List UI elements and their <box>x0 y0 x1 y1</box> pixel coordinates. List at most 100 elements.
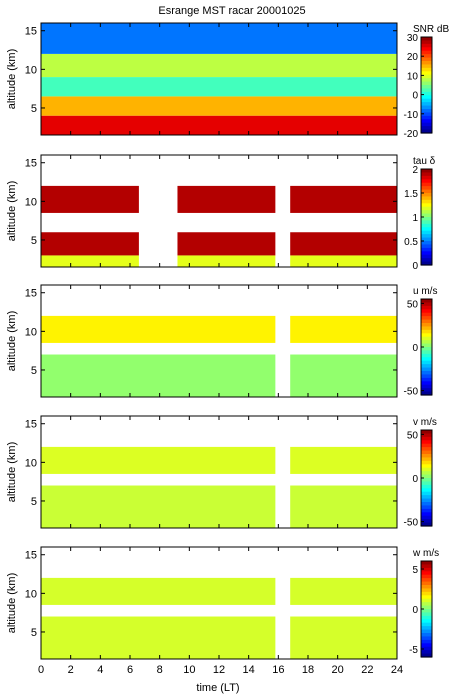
x-tick-label-0: 0 <box>38 664 44 676</box>
y-tick-label-v-5: 5 <box>31 496 37 508</box>
colorbar-step-v-4 <box>421 443 432 448</box>
layer-tau-0 <box>41 255 397 267</box>
colorbar-step-v-27 <box>421 522 432 527</box>
x-tick-label-14: 14 <box>243 664 255 676</box>
chart-title: Esrange MST racar 20001025 <box>158 5 305 17</box>
colorbar-tick-label-SNR--20: -20 <box>404 129 419 140</box>
colorbar-step-u-26 <box>421 388 432 393</box>
y-tick-label-u-10: 10 <box>25 326 37 338</box>
colorbar-step-v-22 <box>421 505 432 510</box>
y-tick-label-SNR-15: 15 <box>25 26 37 38</box>
x-axis-label: time (LT) <box>196 682 239 694</box>
colorbar-step-w-18 <box>421 622 432 627</box>
colorbar-tick-label-tau-0.5: 0.5 <box>404 237 418 248</box>
colorbar-step-v-20 <box>421 498 432 503</box>
colorbar-step-tau-0 <box>421 169 432 174</box>
colorbar-tick-label-u-0: 0 <box>412 343 418 354</box>
colorbar-step-u-0 <box>421 299 432 304</box>
y-tick-label-tau-10: 10 <box>25 196 37 208</box>
colorbar-step-w-14 <box>421 609 432 614</box>
colorbar-tick-label-u-50: 50 <box>407 299 419 310</box>
layer-SNR-0 <box>41 115 397 135</box>
colorbar-step-tau-3 <box>421 179 432 184</box>
panel-v: 5 10 15 altitude (km) v m/s 50 0 -50 <box>6 415 437 529</box>
data-gap-tau-0 <box>138 155 178 267</box>
colorbar-step-v-3 <box>421 440 432 445</box>
colorbar-tick-label-SNR-0: 0 <box>412 91 418 102</box>
colorbar-step-tau-8 <box>421 196 432 201</box>
colorbar-step-w-6 <box>421 581 432 586</box>
colorbar-tick-label-v--50: -50 <box>404 518 419 529</box>
colorbar-step-w-25 <box>421 646 432 651</box>
layer-tau-3 <box>41 185 397 213</box>
colorbar-step-u-22 <box>421 374 432 379</box>
data-gap-v-0 <box>275 416 291 528</box>
colorbar-step-tau-1 <box>421 172 432 177</box>
colorbar-step-w-13 <box>421 605 432 610</box>
colorbar-step-SNR-25 <box>421 122 432 127</box>
colorbar-step-tau-10 <box>421 203 432 208</box>
colorbar-step-v-12 <box>421 471 432 476</box>
colorbar-step-v-13 <box>421 474 432 479</box>
colorbar-step-tau-17 <box>421 227 432 232</box>
colorbar-step-SNR-7 <box>421 61 432 66</box>
y-tick-label-v-15: 15 <box>25 419 37 431</box>
x-tick-label-8: 8 <box>157 664 163 676</box>
colorbar-label-u: u m/s <box>413 286 437 297</box>
colorbar-step-u-2 <box>421 305 432 310</box>
colorbar-step-SNR-9 <box>421 67 432 72</box>
colorbar-step-SNR-20 <box>421 105 432 110</box>
y-tick-label-SNR-5: 5 <box>31 103 37 115</box>
colorbar-step-v-16 <box>421 484 432 489</box>
colorbar-frame-SNR <box>420 36 433 134</box>
colorbar-step-u-13 <box>421 343 432 348</box>
layer-SNR-4 <box>41 23 397 54</box>
panel-u: 5 10 15 altitude (km) u m/s 50 0 -50 <box>6 284 437 398</box>
layer-v-2 <box>41 446 397 474</box>
data-gap-u-0 <box>275 285 291 397</box>
colorbar-step-SNR-18 <box>421 98 432 103</box>
colorbar-step-w-15 <box>421 612 432 617</box>
colorbar-step-v-9 <box>421 460 432 465</box>
colorbar-step-tau-21 <box>421 241 432 246</box>
colorbar-step-w-2 <box>421 567 432 572</box>
colorbar-step-SNR-12 <box>421 78 432 83</box>
colorbar-step-w-8 <box>421 588 432 593</box>
colorbar-step-w-0 <box>421 561 432 566</box>
colorbar-step-SNR-3 <box>421 47 432 52</box>
data-gap-w-0 <box>275 547 291 659</box>
colorbar-step-SNR-0 <box>421 37 432 42</box>
colorbar-step-u-12 <box>421 340 432 345</box>
colorbar-tick-label-w-0: 0 <box>412 605 418 616</box>
colorbar-step-u-9 <box>421 329 432 334</box>
colorbar-label-v: v m/s <box>413 417 437 428</box>
colorbar-step-w-3 <box>421 571 432 576</box>
colorbar-step-u-15 <box>421 350 432 355</box>
colorbar-step-w-7 <box>421 585 432 590</box>
colorbar-step-w-5 <box>421 578 432 583</box>
colorbar-step-w-26 <box>421 650 432 655</box>
colorbar-step-SNR-5 <box>421 54 432 59</box>
colorbar-step-u-19 <box>421 364 432 369</box>
colorbar-step-v-24 <box>421 512 432 517</box>
colorbar-step-w-16 <box>421 615 432 620</box>
colorbar-step-tau-15 <box>421 220 432 225</box>
colorbar-step-w-4 <box>421 574 432 579</box>
colorbar-tick-label-w--5: -5 <box>409 645 418 656</box>
data-gap-tau-1 <box>275 155 291 267</box>
x-tick-label-10: 10 <box>183 664 195 676</box>
x-tick-label-18: 18 <box>302 664 314 676</box>
colorbar-step-tau-12 <box>421 210 432 215</box>
colorbar-step-SNR-22 <box>421 112 432 117</box>
colorbar-step-tau-27 <box>421 261 432 266</box>
colorbar-step-tau-25 <box>421 254 432 259</box>
colorbar-step-SNR-27 <box>421 129 432 134</box>
colorbar-step-u-10 <box>421 333 432 338</box>
colorbar-step-SNR-21 <box>421 109 432 114</box>
colorbar-step-u-23 <box>421 377 432 382</box>
colorbar-step-w-27 <box>421 653 432 658</box>
colorbar-step-tau-26 <box>421 258 432 263</box>
colorbar-step-v-18 <box>421 491 432 496</box>
